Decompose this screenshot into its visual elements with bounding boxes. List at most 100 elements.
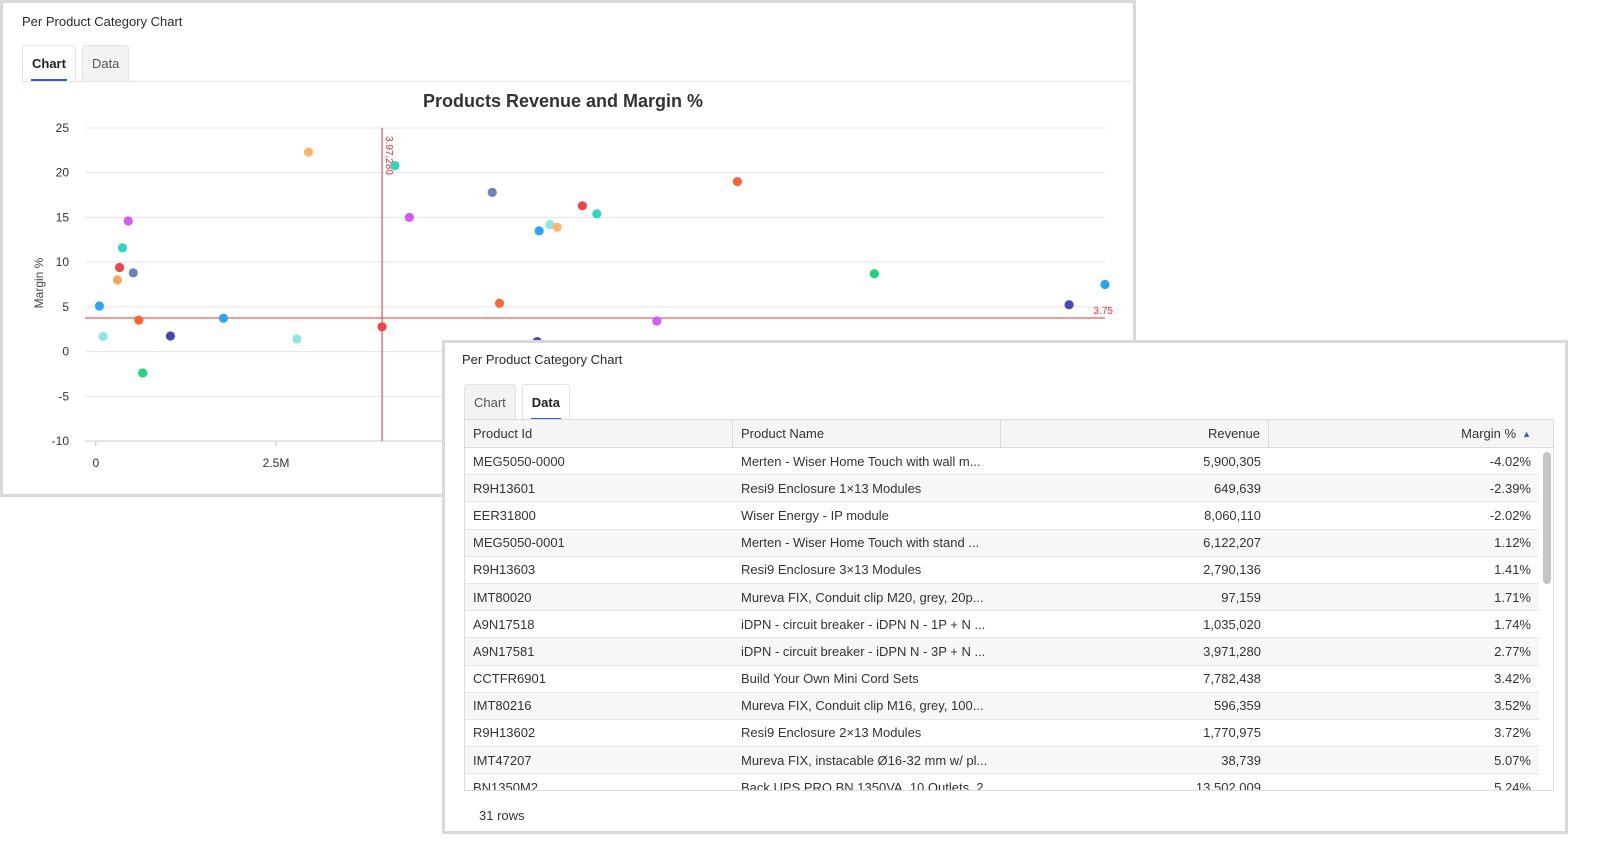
- scatter-point[interactable]: [552, 222, 562, 232]
- table-row[interactable]: IMT80020 Mureva FIX, Conduit clip M20, gr…: [465, 583, 1539, 612]
- cell-revenue: 1,035,020: [1203, 616, 1261, 632]
- cell-product-id: A9N17518: [473, 616, 535, 632]
- cell-product-name: Mureva FIX, instacable Ø16-32 mm w/ pl..…: [741, 752, 988, 768]
- cell-product-id: BN1350M2: [473, 779, 539, 790]
- scatter-point[interactable]: [123, 216, 133, 226]
- cell-revenue: 1,770,975: [1203, 725, 1261, 741]
- table-row[interactable]: A9N17581 iDPN - circuit breaker - iDPN N …: [465, 638, 1539, 666]
- cell-revenue: 8,060,110: [1204, 507, 1261, 523]
- column-header-margin[interactable]: Margin % ▲: [1269, 420, 1539, 447]
- x-tick-label: 2.5M: [263, 456, 290, 470]
- table-row[interactable]: CCTFR6901 Build Your Own Mini Cord Sets 7,…: [465, 666, 1539, 693]
- chart-panel-title: Per Product Category Chart: [22, 14, 183, 29]
- data-panel-tabs: Chart Data: [464, 384, 570, 420]
- scatter-point[interactable]: [390, 160, 400, 171]
- chart-title: Products Revenue and Margin %: [423, 91, 703, 111]
- table-row[interactable]: EER31800 Wiser Energy - IP module 8,060,11…: [465, 502, 1539, 530]
- scatter-point[interactable]: [134, 315, 144, 325]
- cell-product-name: Wiser Energy - IP module: [741, 507, 889, 523]
- cell-product-id: A9N17581: [473, 643, 535, 659]
- table-row[interactable]: BN1350M2 Back UPS PRO BN 1350VA, 10 Outle…: [465, 774, 1539, 790]
- scatter-point[interactable]: [112, 275, 123, 285]
- x-tick-label: 0: [92, 456, 99, 470]
- scatter-point[interactable]: [545, 219, 555, 230]
- cell-product-id: R9H13603: [473, 562, 536, 578]
- scatter-point[interactable]: [494, 298, 505, 308]
- scatter-point[interactable]: [115, 262, 125, 273]
- scatter-point[interactable]: [117, 243, 128, 253]
- table-row[interactable]: A9N17518 iDPN - circuit breaker - iDPN N …: [465, 611, 1539, 639]
- table-row[interactable]: IMT80216 Mureva FIX, Conduit clip M16, gr…: [465, 692, 1539, 720]
- cell-margin: 1.74%: [1494, 616, 1531, 632]
- cell-margin: 2.77%: [1494, 643, 1531, 659]
- cell-product-name: Resi9 Enclosure 2×13 Modules: [741, 725, 922, 741]
- cell-product-name: Build Your Own Mini Cord Sets: [741, 671, 919, 687]
- scatter-point[interactable]: [534, 226, 544, 236]
- cell-product-name: Merten - Wiser Home Touch with wall m...: [741, 453, 981, 469]
- column-header-product-id[interactable]: Product Id: [465, 420, 733, 447]
- cell-margin: 3.52%: [1494, 698, 1531, 714]
- tab-chart[interactable]: Chart: [22, 45, 76, 81]
- scatter-point[interactable]: [138, 368, 148, 378]
- cell-margin: 1.71%: [1494, 589, 1531, 605]
- scatter-point[interactable]: [577, 201, 587, 211]
- tab-data[interactable]: Data: [521, 384, 570, 420]
- cell-revenue: 649,639: [1214, 480, 1261, 496]
- cell-revenue: 3,971,280: [1203, 643, 1261, 659]
- scatter-point[interactable]: [869, 269, 879, 279]
- y-tick-label: 20: [56, 166, 70, 180]
- cell-product-id: MEG5050-0000: [473, 453, 565, 469]
- cell-product-name: Merten - Wiser Home Touch with stand ...: [741, 535, 980, 551]
- cell-margin: 5.24%: [1494, 779, 1531, 790]
- y-ticks: 25 20 15 10 5 0 -5 -10: [52, 121, 70, 448]
- scatter-point[interactable]: [652, 316, 662, 326]
- cell-revenue: 6,122,207: [1203, 535, 1261, 551]
- scatter-point[interactable]: [218, 313, 229, 323]
- table-row[interactable]: R9H13603 Resi9 Enclosure 3×13 Modules 2,79…: [465, 557, 1539, 584]
- tab-chart[interactable]: Chart: [464, 384, 516, 420]
- cell-margin: -2.02%: [1489, 507, 1531, 523]
- cell-revenue: 97,159: [1221, 589, 1261, 605]
- y-tick-label: 5: [62, 300, 69, 314]
- cell-product-name: Mureva FIX, Conduit clip M20, grey, 20p.…: [741, 589, 984, 605]
- scatter-point[interactable]: [732, 177, 742, 187]
- table-row[interactable]: MEG5050-0001 Merten - Wiser Home Touch wi…: [465, 529, 1539, 557]
- column-header-revenue[interactable]: Revenue: [1001, 420, 1269, 447]
- scatter-point[interactable]: [592, 209, 602, 219]
- scatter-point[interactable]: [94, 301, 105, 311]
- row-count: 31 rows: [479, 808, 525, 823]
- column-header-product-name[interactable]: Product Name: [733, 420, 1001, 447]
- cell-product-name: Resi9 Enclosure 1×13 Modules: [741, 480, 922, 496]
- table-row[interactable]: IMT47207 Mureva FIX, instacable Ø16-32 mm…: [465, 747, 1539, 775]
- cell-product-name: iDPN - circuit breaker - iDPN N - 3P + N…: [741, 643, 986, 659]
- table-row[interactable]: R9H13602 Resi9 Enclosure 2×13 Modules 1,77…: [465, 720, 1539, 748]
- data-panel: Per Product Category Chart Chart Data Pr…: [442, 340, 1568, 834]
- scatter-point[interactable]: [487, 187, 497, 197]
- tab-divider: [22, 81, 1130, 82]
- vertical-scrollbar[interactable]: [1543, 452, 1551, 584]
- cell-revenue: 38,739: [1221, 752, 1261, 768]
- scatter-point[interactable]: [303, 147, 314, 157]
- sort-ascending-icon[interactable]: ▲: [1522, 428, 1531, 439]
- scatter-point[interactable]: [1100, 279, 1110, 290]
- cell-product-name: Back UPS PRO BN 1350VA, 10 Outlets, 2...: [741, 779, 995, 790]
- scatter-point[interactable]: [377, 322, 387, 332]
- scatter-point[interactable]: [292, 334, 302, 344]
- cell-revenue: 5,900,305: [1203, 453, 1261, 469]
- table-row[interactable]: MEG5050-0000 Merten - Wiser Home Touch wi…: [465, 448, 1539, 476]
- scatter-point[interactable]: [1064, 300, 1074, 310]
- table-row[interactable]: R9H13601 Resi9 Enclosure 1×13 Modules 649,…: [465, 475, 1539, 503]
- scatter-point[interactable]: [165, 331, 176, 341]
- y-axis-label: Margin %: [32, 257, 46, 308]
- cell-margin: -4.02%: [1489, 453, 1531, 469]
- data-table: Product Id Product Name Revenue Margin %…: [464, 419, 1554, 791]
- tab-data[interactable]: Data: [81, 45, 130, 81]
- cell-product-id: IMT80020: [473, 589, 532, 605]
- cell-margin: 1.41%: [1494, 562, 1531, 578]
- cell-revenue: 7,782,438: [1203, 671, 1261, 687]
- scatter-point[interactable]: [404, 212, 414, 223]
- scatter-point[interactable]: [128, 268, 138, 278]
- scatter-point[interactable]: [98, 331, 108, 341]
- cell-revenue: 596,359: [1214, 698, 1261, 714]
- reference-lines: 3.97,280 3.75: [85, 128, 1113, 441]
